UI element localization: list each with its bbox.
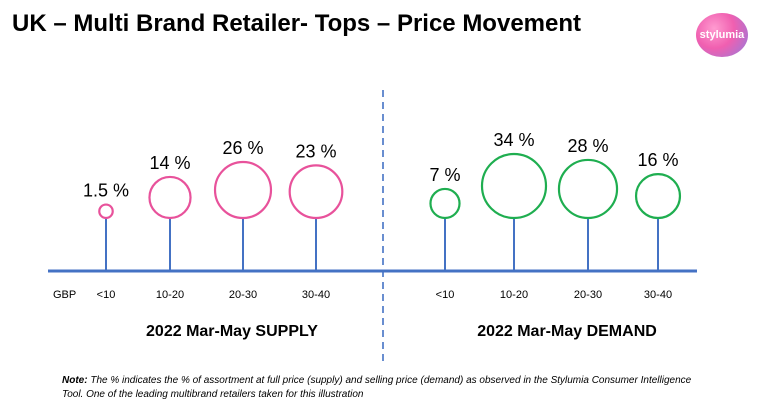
stylumia-logo: stylumia bbox=[696, 13, 748, 57]
bubble bbox=[634, 172, 682, 220]
data-label: 26 % bbox=[222, 138, 263, 158]
data-label: 23 % bbox=[295, 141, 336, 161]
bubble bbox=[429, 187, 461, 220]
footnote: Note: The % indicates the % of assortmen… bbox=[62, 374, 702, 402]
data-label: 34 % bbox=[493, 130, 534, 150]
page-title: UK – Multi Brand Retailer- Tops – Price … bbox=[12, 10, 582, 37]
data-label: 28 % bbox=[567, 136, 608, 156]
data-label: 1.5 % bbox=[83, 181, 129, 201]
category-label: 10-20 bbox=[156, 289, 184, 301]
series-label: 2022 Mar-May SUPPLY bbox=[146, 323, 318, 340]
data-label: 14 % bbox=[149, 153, 190, 173]
category-label: 10-20 bbox=[500, 289, 528, 301]
currency-label: GBP bbox=[53, 289, 76, 301]
data-label: 16 % bbox=[637, 150, 678, 170]
category-label: 30-40 bbox=[302, 289, 330, 301]
category-label: <10 bbox=[97, 289, 116, 301]
category-label: 20-30 bbox=[229, 289, 257, 301]
bubble bbox=[480, 152, 548, 220]
note-text: The % indicates the % of assortment at f… bbox=[62, 375, 692, 400]
category-label: 30-40 bbox=[644, 289, 672, 301]
series-label: 2022 Mar-May DEMAND bbox=[477, 323, 657, 340]
category-label: 20-30 bbox=[574, 289, 602, 301]
bubble bbox=[557, 158, 619, 220]
data-label: 7 % bbox=[429, 165, 460, 185]
logo-text: stylumia bbox=[699, 29, 745, 41]
category-label: <10 bbox=[436, 289, 455, 301]
bubble bbox=[288, 164, 344, 220]
bubble bbox=[213, 160, 273, 220]
bubble bbox=[148, 175, 192, 220]
note-label: Note: bbox=[62, 375, 88, 386]
bubble bbox=[98, 203, 114, 220]
